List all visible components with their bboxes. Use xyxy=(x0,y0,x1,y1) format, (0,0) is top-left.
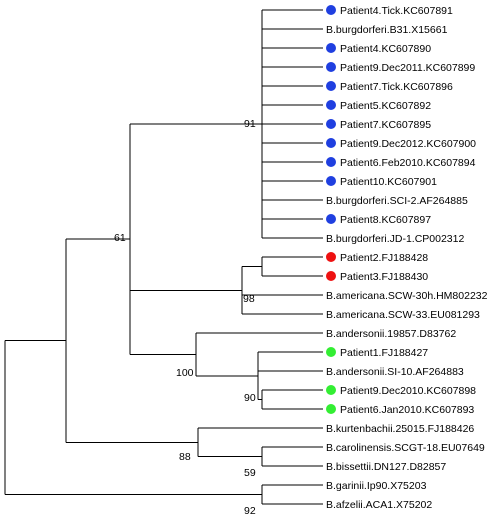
leaf-marker-blue xyxy=(326,43,336,53)
leaf-marker-red xyxy=(326,271,336,281)
leaf-label: B.americana.SCW-33.EU081293 xyxy=(326,309,480,321)
leaf-marker-blue xyxy=(326,81,336,91)
leaf-label: Patient7.KC607895 xyxy=(340,119,431,131)
bootstrap-value: 88 xyxy=(179,451,191,463)
leaf-label: Patient2.FJ188428 xyxy=(340,252,428,264)
leaf-label: B.burgdorferi.B31.X15661 xyxy=(326,24,448,36)
leaf-marker-blue xyxy=(326,157,336,167)
leaf-marker-blue xyxy=(326,138,336,148)
leaf-label: Patient3.FJ188430 xyxy=(340,271,428,283)
bootstrap-value: 100 xyxy=(176,367,194,379)
leaf-label: B.burgdorferi.SCI-2.AF264885 xyxy=(326,195,468,207)
leaf-label: Patient4.KC607890 xyxy=(340,43,431,55)
tree-branches xyxy=(4,9,323,505)
leaf-label: Patient9.Dec2012.KC607900 xyxy=(340,138,476,150)
leaf-marker-blue xyxy=(326,100,336,110)
leaf-label: B.burgdorferi.JD-1.CP002312 xyxy=(326,233,464,245)
leaf-label: B.kurtenbachii.25015.FJ188426 xyxy=(326,423,474,435)
leaf-label: Patient9.Dec2010.KC607898 xyxy=(340,385,476,397)
leaf-markers xyxy=(326,5,336,414)
leaf-marker-blue xyxy=(326,176,336,186)
bootstrap-values: 91 61 98 100 90 88 59 92 xyxy=(114,118,256,517)
leaf-marker-blue xyxy=(326,214,336,224)
leaf-label: Patient8.KC607897 xyxy=(340,214,431,226)
leaf-label: B.bissettii.DN127.D82857 xyxy=(326,461,446,473)
leaf-label: B.carolinensis.SCGT-18.EU07649 xyxy=(326,442,485,454)
leaf-marker-green xyxy=(326,385,336,395)
leaf-label: Patient4.Tick.KC607891 xyxy=(340,5,453,17)
leaf-label: B.andersonii.SI-10.AF264883 xyxy=(326,366,464,378)
leaf-label: B.garinii.Ip90.X75203 xyxy=(326,480,427,492)
leaf-marker-red xyxy=(326,252,336,262)
leaf-label: B.afzelii.ACA1.X75202 xyxy=(326,499,432,511)
leaf-label: Patient6.Feb2010.KC607894 xyxy=(340,157,476,169)
bootstrap-value: 91 xyxy=(244,118,256,130)
leaf-label: Patient6.Jan2010.KC607893 xyxy=(340,404,474,416)
bootstrap-value: 98 xyxy=(243,293,255,305)
leaf-label: Patient7.Tick.KC607896 xyxy=(340,81,453,93)
bootstrap-value: 92 xyxy=(244,505,256,517)
leaf-marker-blue xyxy=(326,62,336,72)
leaf-marker-green xyxy=(326,404,336,414)
leaf-marker-blue xyxy=(326,119,336,129)
leaf-labels: Patient4.Tick.KC607891 B.burgdorferi.B31… xyxy=(326,5,488,511)
bootstrap-value: 90 xyxy=(244,392,256,404)
leaf-label: Patient1.FJ188427 xyxy=(340,347,428,359)
leaf-marker-green xyxy=(326,347,336,357)
bootstrap-value: 61 xyxy=(114,232,126,244)
leaf-marker-blue xyxy=(326,5,336,15)
leaf-label: B.americana.SCW-30h.HM802232 xyxy=(326,290,488,302)
leaf-label: Patient10.KC607901 xyxy=(340,176,437,188)
leaf-label: Patient5.KC607892 xyxy=(340,100,431,112)
leaf-label: B.andersonii.19857.D83762 xyxy=(326,328,456,340)
bootstrap-value: 59 xyxy=(244,467,256,479)
leaf-label: Patient9.Dec2011.KC607899 xyxy=(340,62,475,74)
